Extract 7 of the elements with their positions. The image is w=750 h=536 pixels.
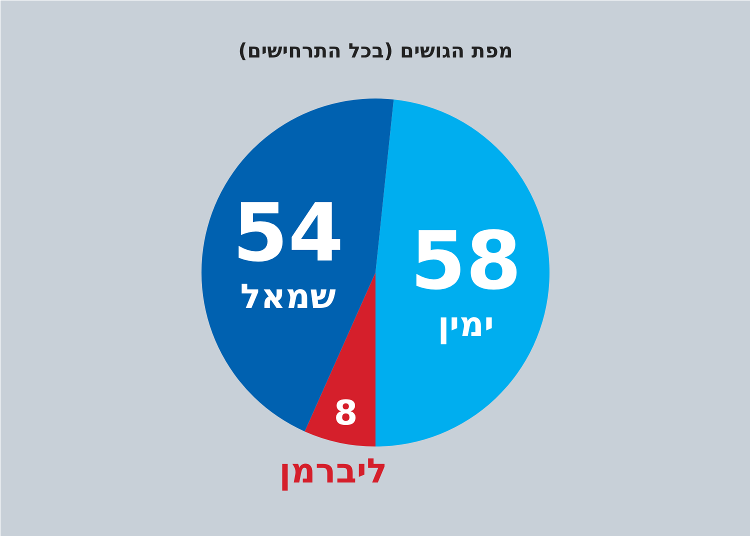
slice-label: ימין xyxy=(438,305,494,346)
slice-label: שמאל xyxy=(240,277,336,318)
chart-title: מפת הגושים (בכל התרחישים) xyxy=(238,38,513,62)
data-label: 58 xyxy=(410,214,522,308)
data-label: 54 xyxy=(232,186,344,280)
slice-label: ליברמן xyxy=(279,452,388,492)
data-label: 8 xyxy=(334,394,358,434)
